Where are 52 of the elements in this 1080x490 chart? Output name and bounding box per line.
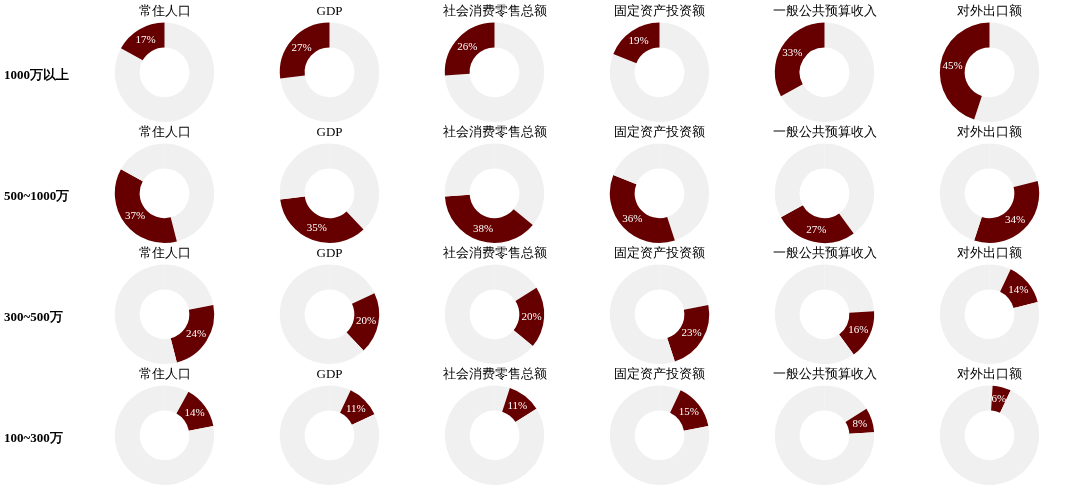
chart-title: 常住人口 xyxy=(138,124,191,140)
chart-title: 一般公共预算收入 xyxy=(772,366,877,382)
data-label: 45% xyxy=(942,59,963,72)
chart-title: 对外出口额 xyxy=(957,124,1022,140)
chart-title: 对外出口额 xyxy=(957,3,1022,19)
data-label: 27% xyxy=(291,40,312,53)
data-label: 38% xyxy=(472,221,494,234)
chart-title: 固定资产投资额 xyxy=(614,245,705,261)
data-label: 33% xyxy=(782,46,803,59)
chart-title: GDP xyxy=(316,3,343,19)
data-label: 24% xyxy=(185,327,207,340)
chart-title: 一般公共预算收入 xyxy=(772,124,877,140)
chart-title: 一般公共预算收入 xyxy=(772,3,877,19)
data-label: 8% xyxy=(852,416,868,429)
chart-title: 对外出口额 xyxy=(957,366,1022,382)
chart-title: 社会消费零售总额 xyxy=(442,124,547,140)
chart-title: 常住人口 xyxy=(138,3,191,19)
data-label: 36% xyxy=(622,211,643,224)
data-label: 23% xyxy=(681,326,702,339)
data-label: 11% xyxy=(507,398,528,411)
text: 100~300万 xyxy=(4,429,63,447)
chart-title: GDP xyxy=(316,124,343,140)
data-label: 6% xyxy=(991,392,1007,405)
data-label: 27% xyxy=(806,222,827,235)
data-label: 17% xyxy=(135,33,156,46)
text: 500~1000万 xyxy=(4,187,70,205)
chart-title: 社会消费零售总额 xyxy=(442,3,547,19)
data-label: 14% xyxy=(184,406,205,419)
data-label: 26% xyxy=(457,39,478,52)
text: 300~500万 xyxy=(4,308,63,326)
data-label: 14% xyxy=(1008,283,1029,296)
chart-title: 固定资产投资额 xyxy=(614,3,705,19)
data-label: 19% xyxy=(628,34,649,47)
data-label: 34% xyxy=(1004,213,1026,226)
chart-title: GDP xyxy=(316,366,343,382)
chart-title: 社会消费零售总额 xyxy=(442,366,547,382)
data-label: 20% xyxy=(356,314,377,327)
chart-title: 对外出口额 xyxy=(957,245,1022,261)
data-label: 16% xyxy=(848,323,869,336)
chart-title: GDP xyxy=(316,245,343,261)
data-label: 11% xyxy=(345,401,366,414)
data-label: 35% xyxy=(306,221,327,234)
data-label: 15% xyxy=(678,405,700,418)
chart-title: 一般公共预算收入 xyxy=(772,245,877,261)
chart-title: 固定资产投资额 xyxy=(614,124,705,140)
chart-title: 常住人口 xyxy=(138,366,191,382)
chart-title: 常住人口 xyxy=(138,245,191,261)
chart-title: 社会消费零售总额 xyxy=(442,245,547,261)
chart-title: 固定资产投资额 xyxy=(614,366,705,382)
text: 1000万以上 xyxy=(4,66,69,84)
data-label: 20% xyxy=(521,309,542,322)
data-label: 37% xyxy=(124,209,146,222)
